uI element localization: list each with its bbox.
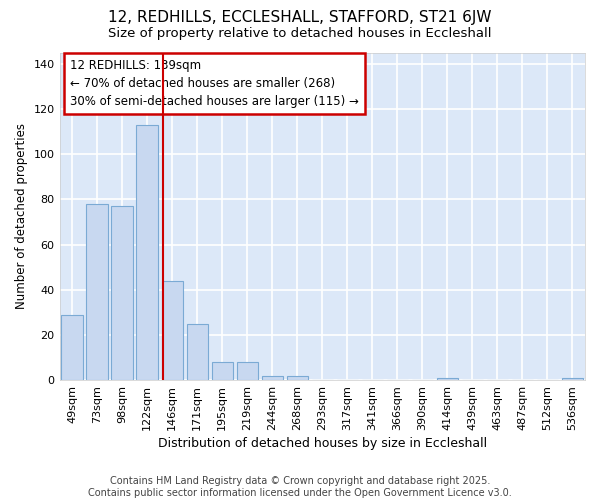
Bar (212, 362, 233, 380)
Y-axis label: Number of detached properties: Number of detached properties (15, 124, 28, 310)
Bar (112, 206, 133, 380)
Bar (236, 362, 258, 380)
Bar (136, 125, 158, 380)
Text: 12, REDHILLS, ECCLESHALL, STAFFORD, ST21 6JW: 12, REDHILLS, ECCLESHALL, STAFFORD, ST21… (108, 10, 492, 25)
Bar (61, 314, 83, 380)
Bar (562, 378, 583, 380)
Bar (262, 376, 283, 380)
Bar (287, 376, 308, 380)
Text: 12 REDHILLS: 139sqm
← 70% of detached houses are smaller (268)
30% of semi-detac: 12 REDHILLS: 139sqm ← 70% of detached ho… (70, 59, 359, 108)
Text: Size of property relative to detached houses in Eccleshall: Size of property relative to detached ho… (108, 28, 492, 40)
Text: Contains HM Land Registry data © Crown copyright and database right 2025.
Contai: Contains HM Land Registry data © Crown c… (88, 476, 512, 498)
Bar (187, 324, 208, 380)
Bar (437, 378, 458, 380)
Bar (86, 204, 108, 380)
X-axis label: Distribution of detached houses by size in Eccleshall: Distribution of detached houses by size … (158, 437, 487, 450)
Bar (161, 280, 183, 380)
